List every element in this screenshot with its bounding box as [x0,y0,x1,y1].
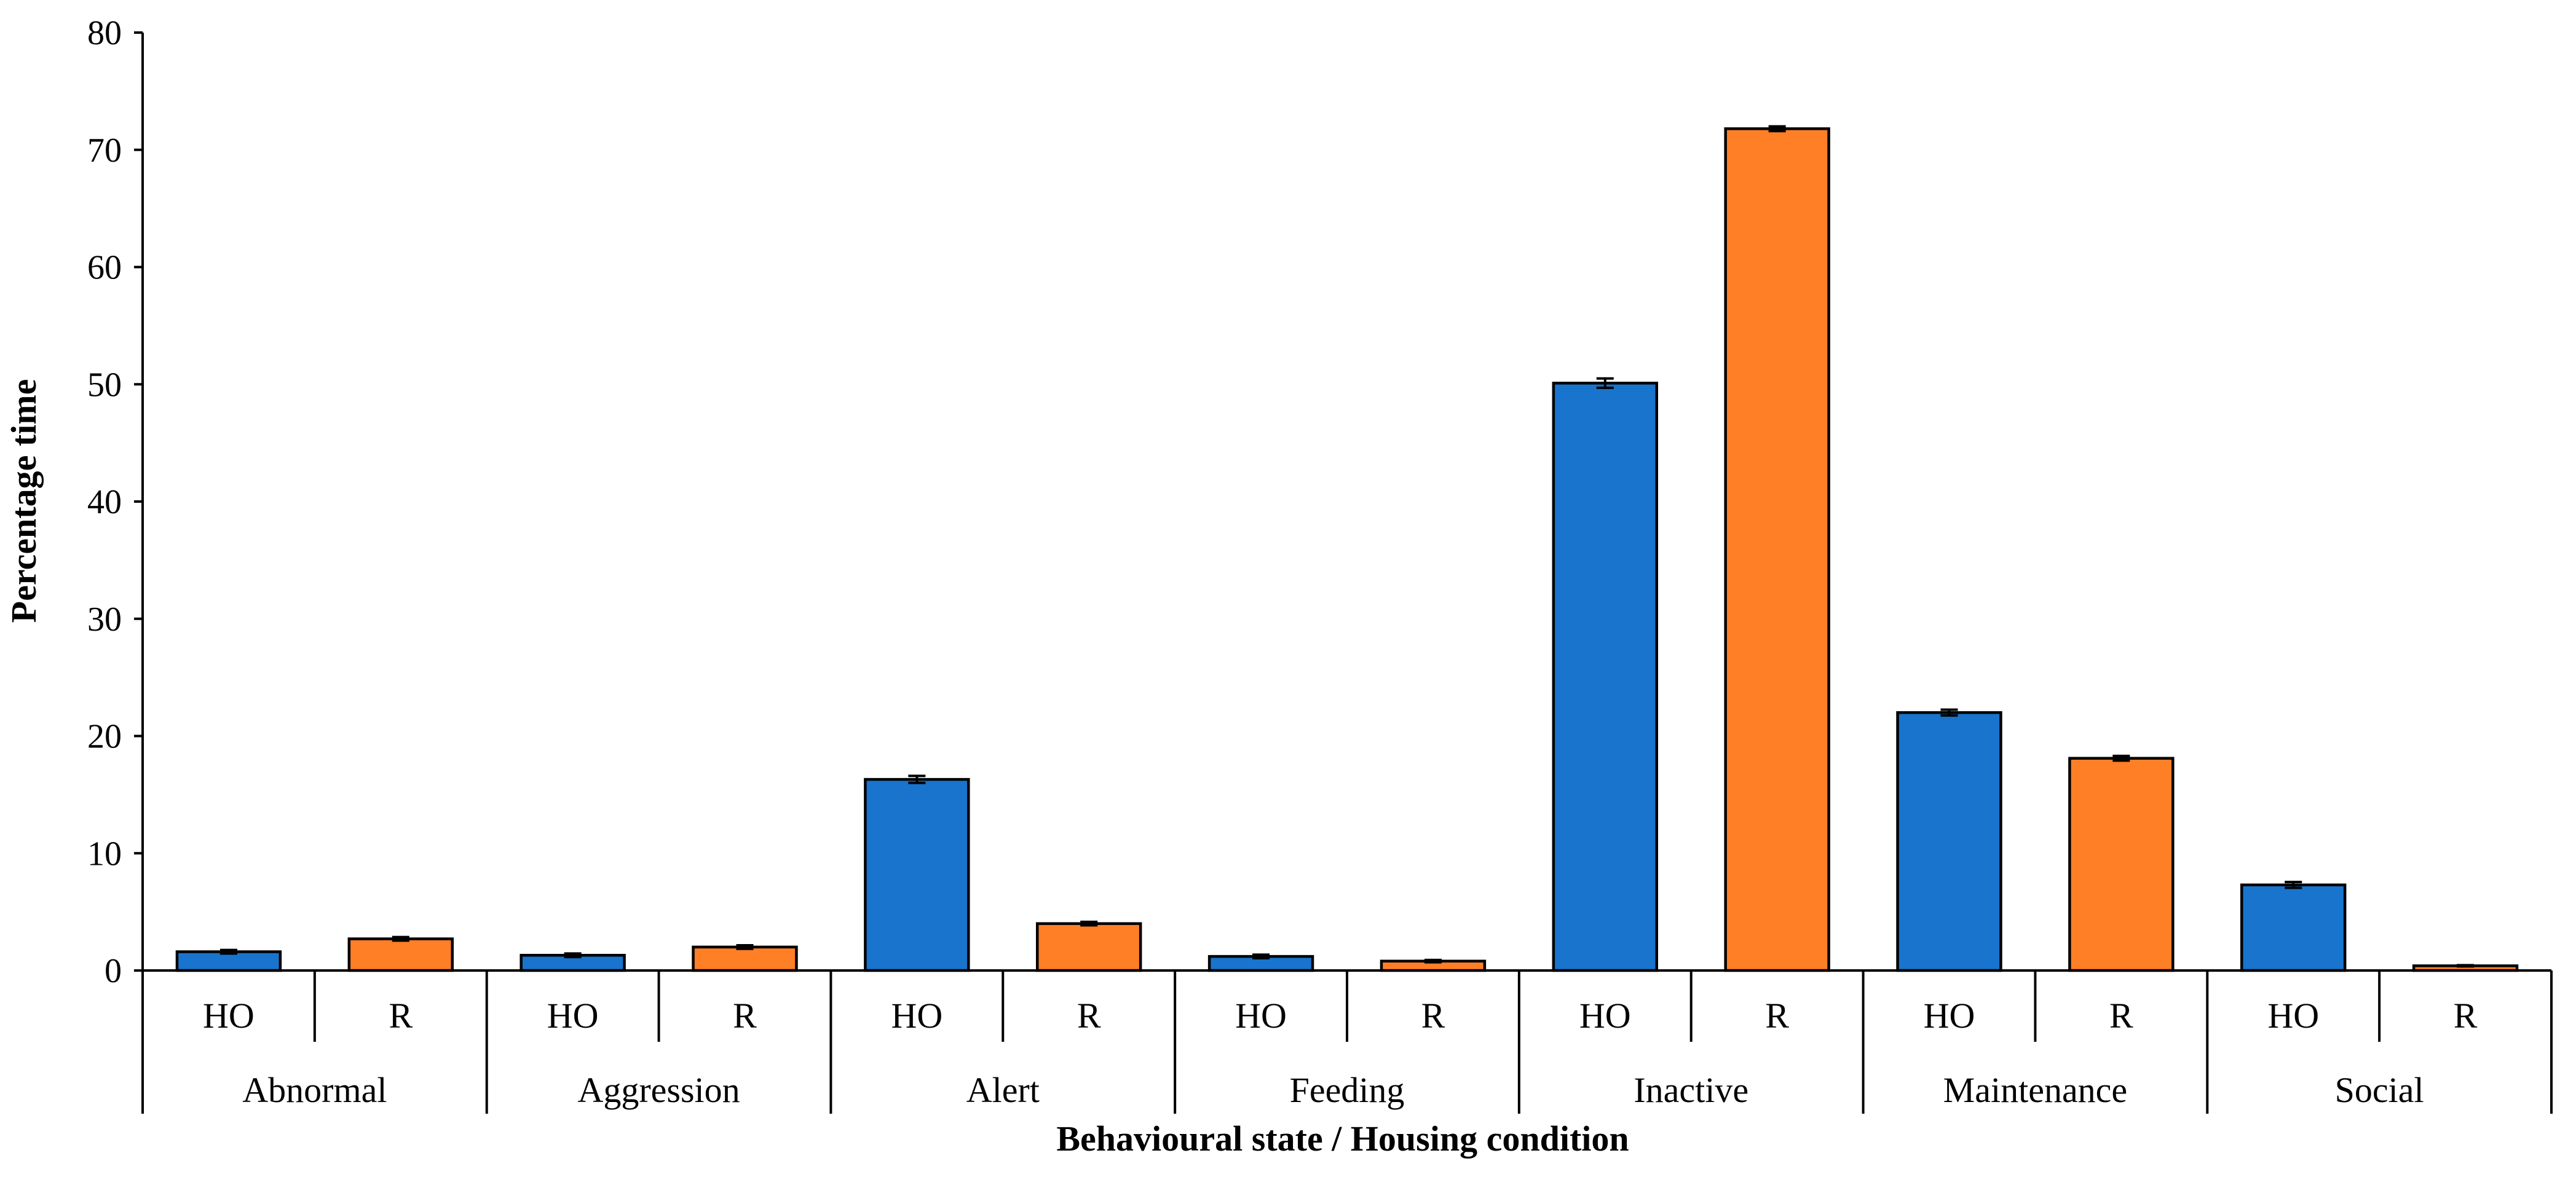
x-subcategory-label-social-ho: HO [2267,996,2319,1036]
bar-aggression-r [692,945,798,972]
x-group-label-feeding: Feeding [1290,1070,1405,1110]
bar-inactive-r [1724,127,1830,972]
x-subcategory-label-alert-r: R [1077,996,1101,1036]
bar-alert-r [1036,922,1142,972]
bar-maintenance-r [2068,757,2175,972]
bar-social-ho [2240,883,2347,972]
x-group-label-inactive: Inactive [1634,1070,1748,1110]
y-axis-title: Percentage time [4,379,44,623]
y-tick-label-70: 70 [87,132,122,170]
x-subcategory-label-feeding-ho: HO [1235,996,1287,1036]
x-subcategory-label-abnormal-r: R [389,996,413,1036]
bar-alert-ho [864,778,970,972]
y-tick-label-50: 50 [87,366,122,404]
x-subcategory-label-aggression-ho: HO [547,996,599,1036]
y-tick-label-80: 80 [87,14,122,52]
x-subcategory-label-maintenance-ho: HO [1924,996,1975,1036]
x-group-label-alert: Alert [966,1070,1040,1110]
x-subcategory-label-aggression-r: R [733,996,757,1036]
x-subcategory-label-inactive-r: R [1765,996,1789,1036]
y-tick-label-10: 10 [87,835,122,873]
bars-layer [175,125,2519,972]
x-subcategory-label-maintenance-r: R [2109,996,2133,1036]
x-subcategory-label-feeding-r: R [1421,996,1445,1036]
y-tick-label-0: 0 [105,952,122,990]
x-group-label-abnormal: Abnormal [242,1070,387,1110]
bar-inactive-ho [1552,382,1658,972]
x-subcategory-label-abnormal-ho: HO [203,996,255,1036]
y-tick-label-60: 60 [87,249,122,287]
x-group-label-maintenance: Maintenance [1943,1070,2128,1110]
bar-abnormal-r [347,937,454,972]
x-subcategory-label-alert-ho: HO [891,996,942,1036]
y-tick-label-20: 20 [87,718,122,756]
x-axis-title: Behavioural state / Housing condition [1056,1119,1629,1159]
bar-maintenance-ho [1896,711,2002,972]
x-subcategory-label-inactive-ho: HO [1579,996,1631,1036]
y-tick-label-30: 30 [87,600,122,639]
y-axis: 0 10 20 30 40 50 60 70 80 [87,14,144,990]
x-group-label-aggression: Aggression [577,1070,740,1110]
x-group-label-social: Social [2335,1070,2424,1110]
x-subcategory-label-social-r: R [2454,996,2478,1036]
y-tick-label-40: 40 [87,483,122,521]
